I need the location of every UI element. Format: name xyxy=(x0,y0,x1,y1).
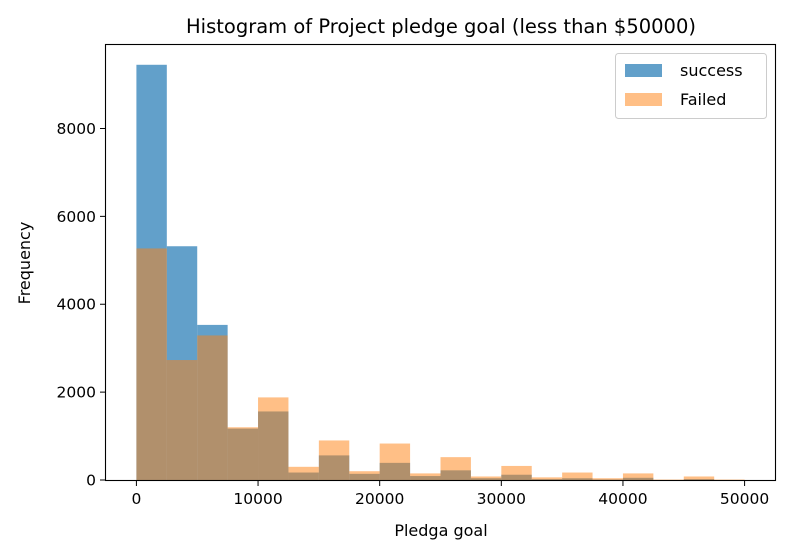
bar-failed xyxy=(440,457,471,480)
legend-swatch-success xyxy=(625,64,662,77)
y-tick-label: 0 xyxy=(86,472,96,490)
y-tick-label: 8000 xyxy=(57,120,96,138)
ticks-layer: 0 10000 20000 30000 40000 50000 0 2000 4000 6000 8… xyxy=(57,120,770,508)
bar-failed xyxy=(318,440,350,480)
bar-failed xyxy=(501,465,532,480)
legend: success Failed xyxy=(615,53,767,119)
bar-failed xyxy=(166,360,198,480)
legend-swatch-failed xyxy=(625,93,662,106)
legend-label-failed: Failed xyxy=(680,90,726,109)
bar-failed xyxy=(136,248,167,480)
bar-failed xyxy=(349,471,380,480)
y-tick-label: 6000 xyxy=(57,208,96,226)
bar-failed xyxy=(470,476,502,480)
bar-failed xyxy=(410,473,441,480)
bar-failed xyxy=(592,478,623,480)
x-tick-label: 40000 xyxy=(598,490,647,508)
x-tick-label: 0 xyxy=(131,490,141,508)
x-tick-label: 20000 xyxy=(355,490,404,508)
bar-failed xyxy=(197,335,228,480)
y-tick-label: 4000 xyxy=(57,296,96,314)
bar-failed xyxy=(531,477,563,480)
bar-failed xyxy=(258,397,289,480)
x-tick-label: 10000 xyxy=(233,490,282,508)
bar-failed xyxy=(227,427,259,480)
bar-failed xyxy=(683,476,715,480)
bar-failed xyxy=(288,466,319,480)
bar-failed xyxy=(622,473,654,480)
bars-layer xyxy=(136,64,745,480)
plot-frame xyxy=(104,43,777,482)
chart-title: Histogram of Project pledge goal (less t… xyxy=(186,15,696,38)
x-axis-label: Pledga goal xyxy=(394,521,487,540)
legend-label-success: success xyxy=(680,61,743,80)
y-tick-label: 2000 xyxy=(57,384,96,402)
y-axis-label: Frequency xyxy=(15,222,34,305)
x-tick-label: 30000 xyxy=(477,490,526,508)
bar-failed xyxy=(379,443,411,480)
bar-failed xyxy=(562,472,593,480)
x-tick-label: 50000 xyxy=(720,490,769,508)
